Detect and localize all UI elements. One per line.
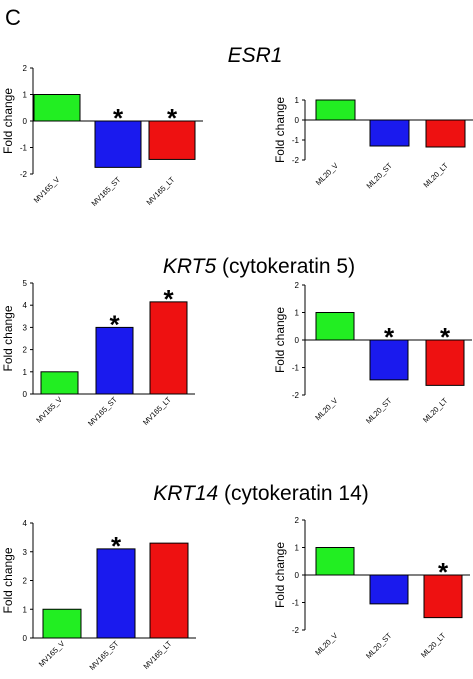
category-label: ML20_V <box>314 161 340 187</box>
y-axis-label: Fold change <box>273 542 287 608</box>
y-tick-label: -1 <box>292 364 300 373</box>
y-tick-label: 0 <box>295 571 300 580</box>
bar-MV165_ST <box>94 120 142 168</box>
chart-6: -2 -1 0 1 2 Fold change ML20_V ML20_ST * ML20_LT <box>273 516 470 660</box>
y-tick-label: 3 <box>23 548 28 557</box>
significance-star: * <box>440 322 451 352</box>
title-krt5: KRT5 (cytokeratin 5) <box>163 255 355 278</box>
category-label: ML20_ST <box>364 396 394 426</box>
panel-letter: C <box>5 5 21 30</box>
bar-ML20_V <box>315 99 356 121</box>
title-krt14: KRT14 (cytokeratin 14) <box>153 482 369 505</box>
category-label: MV165_LT <box>141 395 173 427</box>
bar-MV165_LT <box>148 120 196 160</box>
bar-ML20_ST <box>369 119 410 147</box>
bar-MV165_ST <box>95 326 134 395</box>
category-label: ML20_LT <box>422 161 451 190</box>
bar-charts: -2 -1 0 1 2 Fold change MV165_V * MV165_ST * MV165… <box>1 64 473 672</box>
y-tick-label: 2 <box>295 281 300 290</box>
bar-ML20_V <box>315 312 355 341</box>
category-label: MV165_LT <box>141 639 173 671</box>
y-tick-label: 1 <box>23 368 28 377</box>
significance-star: * <box>163 284 174 314</box>
bar-ML20_LT <box>425 119 466 148</box>
significance-star: * <box>109 309 120 339</box>
title-esr1: ESR1 <box>228 44 283 67</box>
category-label: ML20_ST <box>364 631 394 661</box>
title-krt5-rest: (cytokeratin 5) <box>216 255 355 278</box>
y-tick-label: 0 <box>295 336 300 345</box>
y-tick-label: -2 <box>292 626 300 635</box>
y-tick-label: 2 <box>295 516 300 525</box>
y-tick-label: 0 <box>23 117 28 126</box>
y-tick-label: 2 <box>23 577 28 586</box>
y-axis-label: Fold change <box>273 97 287 163</box>
bar-MV165_V <box>33 94 81 122</box>
category-label: MV165_ST <box>88 639 121 672</box>
significance-star: * <box>111 531 122 561</box>
y-tick-label: 4 <box>23 519 28 528</box>
bar-MV165_LT <box>149 542 189 639</box>
category-label: MV165_LT <box>144 175 176 207</box>
significance-star: * <box>384 322 395 352</box>
category-label: MV165_V <box>34 395 64 425</box>
category-label: ML20_V <box>313 396 339 422</box>
y-tick-label: -1 <box>292 136 300 145</box>
chart-3: 0 1 2 3 4 5 Fold change MV165_V * MV165_ST * MV165_… <box>1 279 195 428</box>
category-label: MV165_ST <box>90 175 123 208</box>
category-label: MV165_V <box>32 175 62 205</box>
chart-5: 0 1 2 3 4 Fold change MV165_V * MV165_ST MV165_LT <box>1 519 196 672</box>
y-tick-label: -2 <box>20 170 28 179</box>
bar-MV165_LT <box>149 301 188 395</box>
y-tick-label: 4 <box>23 301 28 310</box>
y-tick-label: 1 <box>295 309 300 318</box>
title-krt14-rest: (cytokeratin 14) <box>218 482 369 505</box>
title-krt5-gene: KRT5 <box>163 255 217 278</box>
y-tick-label: 0 <box>23 634 28 643</box>
y-tick-label: 1 <box>295 544 300 553</box>
significance-star: * <box>438 557 449 587</box>
y-axis-label: Fold change <box>1 88 15 154</box>
y-axis-label: Fold change <box>1 305 15 371</box>
y-tick-label: -2 <box>292 391 300 400</box>
category-label: MV165_ST <box>86 395 119 428</box>
bar-MV165_ST <box>96 548 136 639</box>
chart-4: -2 -1 0 1 2 Fold change ML20_V * ML20_ST * ML20_LT <box>273 281 472 425</box>
significance-star: * <box>113 103 124 133</box>
y-tick-label: 5 <box>23 279 28 288</box>
y-tick-label: 1 <box>23 91 28 100</box>
y-axis-label: Fold change <box>273 307 287 373</box>
y-tick-label: -1 <box>292 599 300 608</box>
chart-2: -2 -1 0 1 Fold change ML20_V ML20_ST ML20_LT <box>273 96 473 190</box>
bar-ML20_ST <box>369 339 409 381</box>
y-tick-label: 1 <box>23 605 28 614</box>
category-label: ML20_V <box>313 631 339 657</box>
significance-star: * <box>167 103 178 133</box>
chart-1: -2 -1 0 1 2 Fold change MV165_V * MV165_ST * MV165… <box>1 64 203 208</box>
y-tick-label: 3 <box>23 323 28 332</box>
category-label: MV165_V <box>37 639 67 669</box>
y-tick-label: -1 <box>20 144 28 153</box>
y-tick-label: 2 <box>23 64 28 73</box>
y-tick-label: 0 <box>23 390 28 399</box>
bar-ML20_ST <box>369 574 409 605</box>
bar-MV165_V <box>42 608 82 639</box>
bar-ML20_LT <box>425 339 465 386</box>
bar-ML20_LT <box>423 574 463 619</box>
y-tick-label: 1 <box>295 96 300 105</box>
y-axis-label: Fold change <box>1 547 15 613</box>
category-label: ML20_LT <box>419 631 448 660</box>
y-tick-label: 0 <box>295 116 300 125</box>
category-label: ML20_ST <box>365 161 395 191</box>
y-tick-label: -2 <box>292 156 300 165</box>
title-krt14-gene: KRT14 <box>153 482 218 505</box>
bar-ML20_V <box>315 547 355 576</box>
category-label: ML20_LT <box>421 396 450 425</box>
y-tick-label: 2 <box>23 346 28 355</box>
bar-MV165_V <box>40 371 79 395</box>
title-esr1-gene: ESR1 <box>228 44 283 67</box>
